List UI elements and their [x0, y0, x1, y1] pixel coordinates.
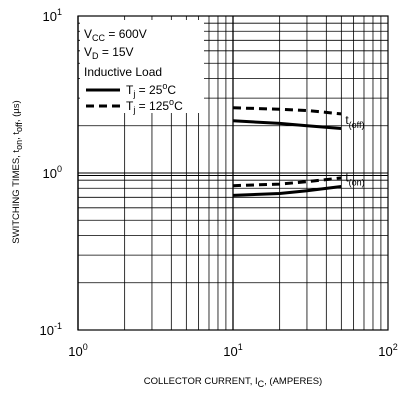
x-tick-label: 101	[223, 342, 242, 359]
series-label: t(on)	[345, 171, 364, 188]
series-labels: t(off) t(on)	[345, 113, 364, 188]
y-axis-title: SWITCHING TIMES, ton, toff, (µs)	[11, 100, 24, 243]
series-line-on-dashed	[232, 176, 342, 188]
legend: VCC = 600V VD = 15V Inductive Load Tj = 25o…	[80, 20, 204, 115]
x-tick-label: 102	[378, 342, 397, 359]
y-tick-label: 10-1	[40, 321, 62, 338]
condition-vd: VD = 15V	[84, 45, 134, 61]
series-line-off-dashed	[232, 106, 342, 116]
condition-vcc: VCC = 600V	[84, 27, 147, 43]
x-tick-label: 100	[68, 342, 87, 359]
legend-background	[80, 20, 204, 113]
x-axis-title: COLLECTOR CURRENT, IC, (AMPERES)	[144, 376, 322, 389]
legend-label: Tj = 25oC	[126, 81, 176, 99]
tick-labels: 100 101 102 101 100 10-1	[40, 7, 398, 359]
y-tick-label: 101	[43, 7, 62, 24]
series-label: t(off)	[345, 113, 364, 130]
y-tick-label: 100	[43, 164, 62, 181]
legend-label: Tj = 125oC	[126, 97, 183, 115]
series-line-off-solid	[232, 119, 342, 130]
series-line-on-solid	[232, 185, 342, 197]
plot-frame	[77, 15, 389, 331]
condition-load: Inductive Load	[84, 65, 162, 79]
series-group	[232, 106, 342, 197]
